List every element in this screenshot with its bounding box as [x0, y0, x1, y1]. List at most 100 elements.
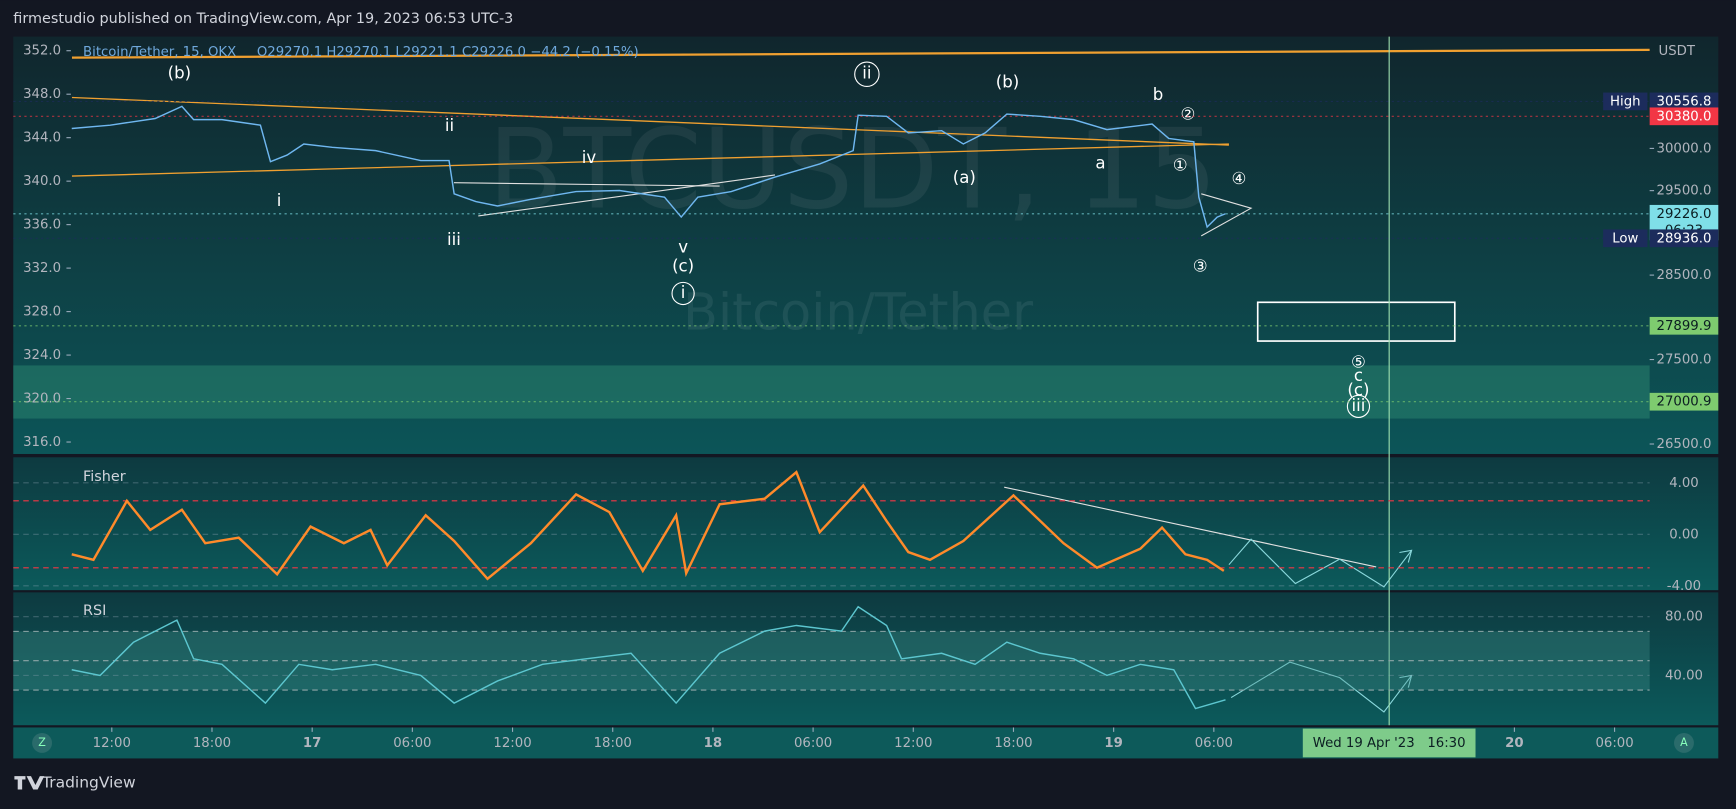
projection-arrow: [1399, 549, 1413, 563]
wave-label: (a): [953, 168, 976, 187]
wave-label: i: [681, 283, 686, 302]
watermark: BTCUSDT, 15 Bitcoin/Tether: [488, 105, 1218, 342]
axis-unit: USDT: [1659, 44, 1696, 59]
x-tick-label: 06:00: [794, 736, 832, 751]
y2-tick-label: 316.0: [23, 435, 61, 450]
target-box: [1256, 301, 1456, 342]
price-label: 27000.9: [1657, 395, 1712, 410]
x-tick-label: 12:00: [493, 736, 531, 751]
y2-tick-label: 332.0: [23, 261, 61, 276]
wave-label: ii: [862, 64, 871, 83]
wave-label: ④: [1231, 169, 1246, 188]
wave-label: ③: [1193, 256, 1208, 275]
y2-tick-label: 320.0: [23, 392, 61, 407]
y-tick-label: 4.00: [1669, 476, 1699, 491]
projection: [1230, 661, 1413, 713]
rsi-pane: [13, 592, 1719, 726]
y-tick-label: 40.00: [1665, 668, 1703, 683]
price-label: 27899.9: [1657, 319, 1712, 334]
wave-label: ②: [1181, 105, 1196, 124]
pane-title: Fisher: [83, 469, 126, 485]
y-tick-label: 29500.0: [1657, 184, 1712, 199]
wave-label: (b): [168, 64, 191, 83]
y-tick-label: -4.00: [1667, 579, 1701, 594]
price-label: 30556.8: [1657, 94, 1712, 109]
wave-label: (c): [672, 256, 694, 275]
y2-tick-label: 328.0: [23, 305, 61, 320]
x-tick-label: 12:00: [894, 736, 932, 751]
auto-button-label[interactable]: A: [1680, 736, 1688, 749]
y-tick-label: 30000.0: [1657, 141, 1712, 156]
price-label: 28936.0: [1657, 231, 1712, 246]
drawings: [71, 48, 1650, 713]
x-tick-label: 18:00: [594, 736, 632, 751]
projection-arrow: [1399, 674, 1413, 688]
auto-button[interactable]: [1674, 732, 1694, 753]
y-tick-label: 0.00: [1669, 527, 1699, 542]
triangle-line: [453, 182, 720, 187]
ohlc-legend: O29270.1 H29270.1 L29221.1 C29226.0 −44.…: [257, 45, 639, 60]
wave-label: a: [1095, 153, 1105, 172]
price-tag-box: [1603, 229, 1648, 248]
fisher-pane: [13, 457, 1719, 591]
trend-line: [71, 48, 1650, 59]
wave-circle: [671, 281, 695, 306]
trend-line: [71, 143, 1229, 177]
x-tick-label: 17: [303, 736, 321, 751]
x-tick-label: 06:00: [393, 736, 431, 751]
price-label: 29226.0: [1657, 207, 1712, 222]
x-tick-label: 12:00: [93, 736, 131, 751]
y2-tick-label: 336.0: [23, 218, 61, 233]
watermark-name: Bitcoin/Tether: [683, 284, 1033, 343]
projection: [1228, 538, 1413, 588]
wave-circle: [854, 61, 880, 87]
y-tick-label: 28500.0: [1657, 268, 1712, 283]
wave-label: (c): [1347, 380, 1369, 399]
price-line: [71, 605, 1226, 710]
price-label-box: [1649, 107, 1719, 126]
wave-label: (b): [996, 73, 1019, 92]
price-label-box: [1649, 316, 1719, 335]
y2-tick-label: 344.0: [23, 131, 61, 146]
wave-label: iii: [447, 230, 461, 249]
price-tag: Low: [1612, 231, 1638, 246]
target-zone: [13, 365, 1650, 419]
x-tick-label: 06:00: [1195, 736, 1233, 751]
price-label-box: [1649, 92, 1719, 111]
wave-label: i: [277, 191, 282, 210]
wave-label: c: [1354, 366, 1363, 385]
footer-brand: TradingView: [41, 773, 136, 791]
y2-tick-label: 340.0: [23, 174, 61, 189]
y-tick-label: 27500.0: [1657, 353, 1712, 368]
symbol-legend: Bitcoin/Tether, 15, OKX: [83, 45, 236, 60]
pane-title: RSI: [83, 603, 106, 619]
plot-layer: 30000.0 29500.0 28500.0 27500.0 26500.0 352.0…: [13, 36, 1719, 758]
triangle-line: [478, 174, 776, 217]
price-tag-box: [1603, 92, 1648, 111]
y2-tick-label: 324.0: [23, 348, 61, 363]
price-tag: High: [1610, 94, 1640, 109]
y2-tick-label: 348.0: [23, 87, 61, 102]
wave-label: iv: [582, 148, 597, 167]
trend-line: [71, 96, 1229, 146]
watermark-symbol: BTCUSDT, 15: [488, 105, 1218, 234]
crosshair-label: Wed 19 Apr '23 16:30: [1313, 736, 1466, 751]
price-label: 30380.0: [1657, 109, 1712, 124]
price-label-box: [1649, 392, 1719, 411]
y-tick-label: 80.00: [1665, 610, 1703, 625]
price-line: [71, 470, 1225, 581]
wave-labels: (b) ii i iv iii v (c) i ii (b) (a) a b ②…: [168, 61, 1371, 419]
wave-label: ii: [445, 116, 454, 135]
crosshair-label-box: [1302, 728, 1476, 758]
zoom-button[interactable]: [32, 732, 53, 753]
x-tick-label: 06:00: [1595, 736, 1633, 751]
x-tick-label: 18: [704, 736, 722, 751]
x-tick-label: 19: [1104, 736, 1122, 751]
zoom-button-label[interactable]: Z: [38, 736, 46, 749]
wave-label: ⑤: [1351, 353, 1366, 372]
price-label-box: [1649, 229, 1719, 248]
wave-label: v: [678, 238, 688, 257]
fisher-trend-line: [1004, 486, 1377, 568]
